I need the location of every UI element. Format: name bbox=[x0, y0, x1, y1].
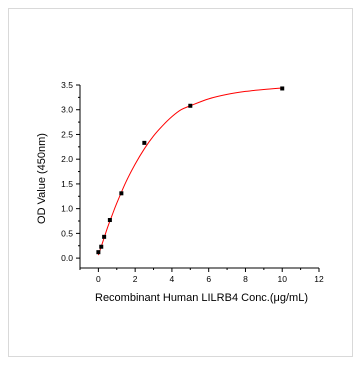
fit-curve bbox=[97, 87, 283, 256]
y-tick-label: 0.5 bbox=[61, 228, 73, 238]
x-tick-label: 12 bbox=[314, 274, 324, 284]
chart-axes bbox=[79, 85, 319, 269]
x-tick-label: 0 bbox=[96, 274, 101, 284]
data-point bbox=[99, 244, 104, 249]
y-tick-label: 2.0 bbox=[61, 154, 73, 164]
x-tick-label: 2 bbox=[133, 274, 138, 284]
y-tick-label: 2.5 bbox=[61, 129, 73, 139]
chart-frame bbox=[8, 8, 353, 357]
data-point bbox=[102, 234, 107, 239]
data-point bbox=[142, 140, 147, 145]
x-tick-label: 6 bbox=[206, 274, 211, 284]
data-point bbox=[119, 191, 124, 196]
y-tick-label: 3.5 bbox=[61, 80, 73, 90]
y-tick-label: 3.0 bbox=[61, 105, 73, 115]
y-tick-label: 1.5 bbox=[61, 179, 73, 189]
x-axis-title: Recombinant Human LILRB4 Conc.(μg/mL) bbox=[95, 292, 308, 304]
data-point bbox=[188, 103, 193, 108]
x-tick-label: 8 bbox=[243, 274, 248, 284]
y-axis-ticks: 0.0 0.5 1.0 1.5 2.0 2.5 3.0 3.5 bbox=[61, 80, 80, 263]
data-point bbox=[107, 218, 112, 223]
y-axis-title: OD Value (450nm) bbox=[36, 133, 48, 224]
x-axis-ticks: 0 2 4 6 8 10 12 bbox=[79, 268, 324, 284]
data-point bbox=[280, 86, 285, 91]
data-points bbox=[96, 86, 285, 255]
x-tick-label: 4 bbox=[170, 274, 175, 284]
y-tick-label: 1.0 bbox=[61, 204, 73, 214]
x-tick-label: 10 bbox=[277, 274, 287, 284]
data-point bbox=[96, 250, 101, 255]
y-tick-label: 0.0 bbox=[61, 253, 73, 263]
